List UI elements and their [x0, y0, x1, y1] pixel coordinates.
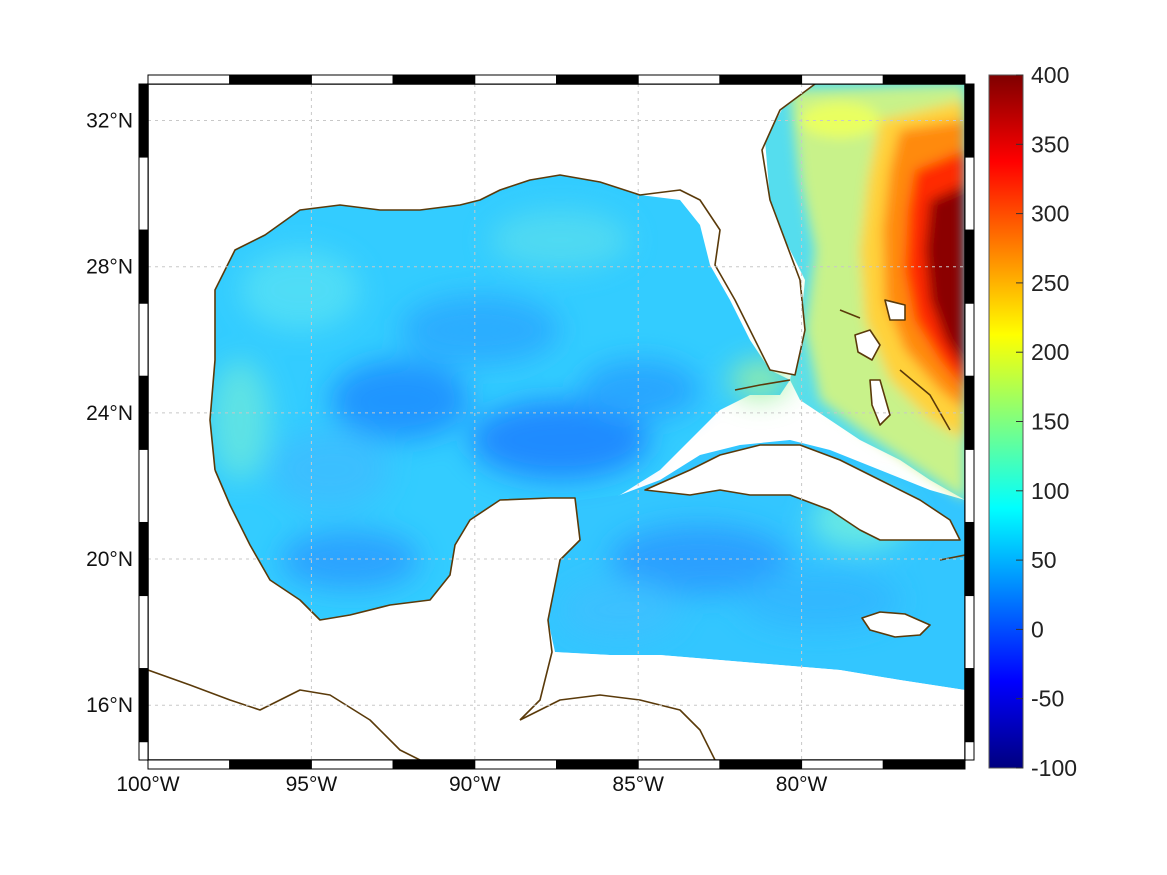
colorbar-tick-label: 0 — [1031, 616, 1044, 642]
coastline-keys — [734, 379, 791, 391]
frame-segment-bottom — [801, 759, 884, 770]
central-america — [148, 652, 965, 760]
frame-segment-right — [964, 668, 975, 743]
frame-segment-top — [637, 74, 721, 85]
frame-segment-left — [138, 302, 149, 377]
colorbar-tick-label: 300 — [1031, 201, 1069, 227]
colorbar-tick-label: 150 — [1031, 409, 1069, 435]
frame-segment-top — [556, 74, 639, 85]
frame-segment-bottom — [392, 759, 476, 770]
coastline-cuba — [644, 444, 961, 541]
frame-segment-right — [964, 229, 975, 304]
frame-segment-right — [964, 156, 975, 231]
y-tick-label: 20°N — [86, 548, 133, 571]
colorbar: 400 350 300 250 200 150 100 50 0 -50 -100 — [988, 62, 1077, 781]
frame-segment-bottom — [474, 759, 557, 770]
colorbar-labels: 400 350 300 250 200 150 100 50 0 -50 -100 — [1016, 62, 1077, 781]
colorbar-tick-label: -100 — [1031, 755, 1077, 781]
coastline-jamaica — [861, 611, 931, 638]
frame-segment-top — [147, 74, 231, 85]
gridlines — [148, 84, 965, 760]
frame-segment-top — [229, 74, 312, 85]
coastlines — [148, 84, 965, 760]
y-tick-labels: 32°N 28°N 24°N 20°N 16°N — [86, 110, 133, 718]
y-tick-label: 16°N — [86, 694, 133, 717]
mexico — [148, 470, 580, 760]
frame-segment-bottom — [882, 759, 966, 770]
cuba — [645, 445, 960, 540]
colorbar-tick-label: 200 — [1031, 339, 1069, 365]
frame-segment-bottom — [310, 759, 394, 770]
frame-segment-right — [964, 83, 975, 158]
frame-segment-bottom — [147, 759, 231, 770]
frame-segment-right — [964, 448, 975, 523]
coastline-us-gulf — [209, 84, 816, 471]
y-tick-label: 32°N — [86, 110, 133, 133]
colorbar-tick-label: 100 — [1031, 478, 1069, 504]
colorbar-tick-label: 250 — [1031, 270, 1069, 296]
frame-segment-right — [964, 741, 975, 761]
frame-segment-right — [964, 521, 975, 597]
x-tick-label: 80°W — [776, 773, 828, 796]
coastline-central-america — [148, 669, 421, 760]
x-tick-label: 90°W — [449, 773, 501, 796]
gulf-stream-anomaly — [790, 84, 965, 512]
frame-segment-left — [138, 83, 149, 158]
frame-segment-top — [719, 74, 803, 85]
frame-segment-right — [964, 595, 975, 670]
landmasses — [148, 84, 965, 760]
y-tick-label: 24°N — [86, 402, 133, 425]
x-tick-labels: 100°W 95°W 90°W 85°W 80°W — [116, 773, 827, 796]
x-tick-label: 85°W — [612, 773, 664, 796]
colorbar-tick-label: 350 — [1031, 131, 1069, 157]
frame-segment-right — [964, 375, 975, 450]
frame-segment-bottom — [719, 759, 803, 770]
frame-ticks — [138, 74, 975, 770]
frame-segment-top — [310, 74, 394, 85]
frame-segment-bottom — [637, 759, 721, 770]
frame-segment-left — [138, 595, 149, 670]
coastline-honduras — [519, 694, 716, 760]
frame-segment-left — [138, 375, 149, 450]
frame-segment-top — [801, 74, 884, 85]
x-tick-label: 95°W — [286, 773, 338, 796]
colorbar-tick-label: 400 — [1031, 62, 1069, 88]
x-tick-label: 100°W — [116, 773, 179, 796]
frame-segment-left — [138, 156, 149, 231]
frame-segment-left — [138, 668, 149, 743]
frame-segment-left — [138, 521, 149, 597]
frame-segment-right — [964, 302, 975, 377]
coastline-bahamas — [839, 299, 951, 431]
frame-segment-bottom — [229, 759, 312, 770]
y-tick-label: 28°N — [86, 256, 133, 279]
map-frame — [138, 74, 975, 770]
coastline-hispaniola — [939, 554, 965, 561]
coastline-mexico — [214, 469, 581, 721]
florida-peninsula — [600, 84, 815, 375]
frame-segment-left — [138, 448, 149, 523]
frame-segment-top — [392, 74, 476, 85]
us-gulf-coast — [148, 84, 600, 470]
frame-segment-bottom — [556, 759, 639, 770]
frame-segment-left — [138, 229, 149, 304]
map-area — [148, 84, 965, 760]
frame-segment-top — [882, 74, 966, 85]
colorbar-tick-label: 50 — [1031, 547, 1057, 573]
frame-segment-left — [138, 741, 149, 761]
colorbar-tick-label: -50 — [1031, 686, 1064, 712]
frame-segment-top — [474, 74, 557, 85]
field-texture — [210, 210, 910, 640]
